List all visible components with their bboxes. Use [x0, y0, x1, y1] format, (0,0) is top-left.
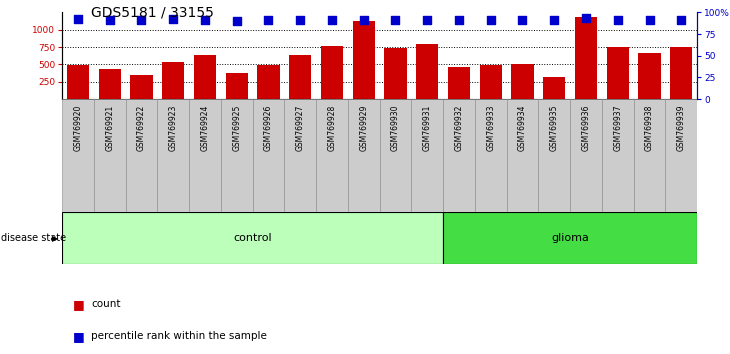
- Text: GSM769927: GSM769927: [296, 105, 304, 151]
- Bar: [480, 65, 502, 99]
- Text: percentile rank within the sample: percentile rank within the sample: [91, 331, 267, 341]
- Bar: [539, 99, 570, 212]
- Point: [453, 17, 465, 23]
- Text: GSM769933: GSM769933: [486, 105, 495, 151]
- Bar: [670, 47, 692, 99]
- Bar: [412, 99, 443, 212]
- Point: [421, 17, 433, 23]
- Bar: [93, 99, 126, 212]
- Text: GSM769922: GSM769922: [137, 105, 146, 151]
- Bar: [380, 99, 412, 212]
- Bar: [316, 99, 348, 212]
- Bar: [543, 77, 565, 99]
- Point: [548, 17, 560, 23]
- Bar: [507, 99, 539, 212]
- Text: ■: ■: [73, 330, 85, 343]
- Bar: [385, 48, 407, 99]
- Text: GSM769925: GSM769925: [232, 105, 241, 151]
- Point: [485, 17, 496, 23]
- Text: GSM769938: GSM769938: [645, 105, 654, 151]
- Bar: [348, 99, 380, 212]
- Bar: [639, 53, 661, 99]
- Point: [390, 17, 402, 23]
- Text: GSM769931: GSM769931: [423, 105, 431, 151]
- Text: glioma: glioma: [551, 233, 589, 243]
- Bar: [221, 99, 253, 212]
- Bar: [162, 62, 184, 99]
- Text: ▶: ▶: [52, 234, 58, 242]
- Text: control: control: [234, 233, 272, 243]
- Bar: [416, 44, 438, 99]
- Bar: [607, 47, 629, 99]
- Bar: [253, 99, 285, 212]
- Text: ■: ■: [73, 298, 85, 311]
- Bar: [62, 99, 93, 212]
- Point: [72, 17, 84, 22]
- Text: GSM769920: GSM769920: [74, 105, 82, 151]
- Text: GSM769928: GSM769928: [328, 105, 337, 151]
- Point: [675, 17, 687, 23]
- Bar: [285, 99, 316, 212]
- Point: [263, 17, 274, 23]
- Bar: [448, 67, 470, 99]
- Point: [199, 17, 211, 23]
- Text: GDS5181 / 33155: GDS5181 / 33155: [91, 5, 214, 19]
- Text: GSM769939: GSM769939: [677, 105, 685, 151]
- Bar: [570, 99, 602, 212]
- Bar: [99, 69, 120, 99]
- Text: GSM769936: GSM769936: [582, 105, 591, 151]
- Bar: [321, 46, 343, 99]
- Point: [136, 17, 147, 23]
- Bar: [602, 99, 634, 212]
- Text: GSM769937: GSM769937: [613, 105, 622, 151]
- Point: [326, 17, 338, 23]
- Point: [644, 17, 656, 23]
- Text: GSM769930: GSM769930: [391, 105, 400, 151]
- Point: [612, 17, 623, 23]
- Bar: [443, 212, 697, 264]
- Text: GSM769935: GSM769935: [550, 105, 558, 151]
- Point: [104, 17, 115, 23]
- Point: [580, 16, 592, 21]
- Bar: [258, 65, 280, 99]
- Bar: [189, 99, 221, 212]
- Bar: [67, 65, 89, 99]
- Bar: [666, 99, 697, 212]
- Bar: [131, 75, 153, 99]
- Bar: [194, 56, 216, 99]
- Bar: [126, 99, 158, 212]
- Bar: [289, 56, 311, 99]
- Bar: [353, 21, 374, 99]
- Text: GSM769934: GSM769934: [518, 105, 527, 151]
- Text: GSM769932: GSM769932: [455, 105, 464, 151]
- Text: GSM769926: GSM769926: [264, 105, 273, 151]
- Bar: [475, 99, 507, 212]
- Bar: [575, 17, 597, 99]
- Text: GSM769929: GSM769929: [359, 105, 368, 151]
- Point: [231, 18, 242, 24]
- Bar: [443, 99, 475, 212]
- Point: [358, 17, 369, 23]
- Text: disease state: disease state: [1, 233, 66, 243]
- Text: count: count: [91, 299, 120, 309]
- Point: [294, 17, 306, 23]
- Point: [517, 17, 529, 23]
- Point: [167, 17, 179, 22]
- Bar: [158, 99, 189, 212]
- Text: GSM769923: GSM769923: [169, 105, 177, 151]
- Bar: [512, 64, 534, 99]
- Text: GSM769924: GSM769924: [201, 105, 210, 151]
- Bar: [62, 212, 443, 264]
- Text: GSM769921: GSM769921: [105, 105, 114, 151]
- Bar: [226, 73, 247, 99]
- Bar: [634, 99, 666, 212]
